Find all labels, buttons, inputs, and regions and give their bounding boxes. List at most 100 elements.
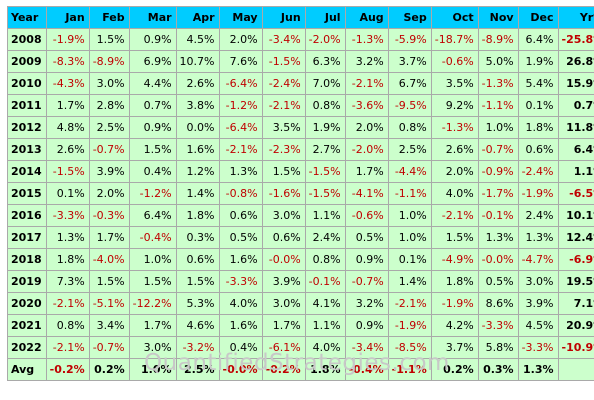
yearly-return-cell: 11.8% [557,116,594,139]
year-cell: 2019 [7,270,47,293]
return-cell: 4.1% [304,292,346,315]
return-cell: 0.6% [261,226,306,249]
table-row: 2008 -1.9% 1.5% 0.9% 4.5% 2.0% -3.4% -2.0% -1.3%… [7,28,594,51]
return-cell: -0.0% [261,248,306,271]
return-cell: 1.8% [45,248,90,271]
column-header-aug: Aug [344,6,389,29]
return-cell: 3.4% [88,314,130,337]
return-cell: -3.3% [45,204,90,227]
year-cell: 2009 [7,50,47,73]
return-cell: 7.0% [304,72,346,95]
return-cell: 1.3% [517,226,559,249]
yearly-return-cell: -6.5% [557,182,594,205]
yearly-return-cell: -6.9% [557,248,594,271]
year-cell: 2020 [7,292,47,315]
return-cell: 1.0% [387,204,432,227]
average-cell: -0.2% [261,358,306,381]
year-cell: 2018 [7,248,47,271]
return-cell: -0.0% [477,248,519,271]
return-cell: 6.9% [128,50,177,73]
table-row: 2016 -3.3% -0.3% 6.4% 1.8% 0.6% 3.0% 1.1% -0.6% 1… [7,204,594,227]
return-cell: -0.7% [477,138,519,161]
column-header-apr: Apr [175,6,220,29]
return-cell: 3.2% [344,50,389,73]
return-cell: -0.1% [304,270,346,293]
return-cell: 0.5% [218,226,263,249]
column-header-nov: Nov [477,6,519,29]
return-cell: 0.8% [304,94,346,117]
return-cell: -4.3% [45,72,90,95]
return-cell: -2.1% [430,204,479,227]
return-cell: 1.6% [175,138,220,161]
return-cell: 1.8% [430,270,479,293]
return-cell: 3.9% [517,292,559,315]
return-cell: 1.5% [175,270,220,293]
return-cell: -1.9% [45,28,90,51]
average-cell: -1.1% [387,358,432,381]
return-cell: 3.2% [344,292,389,315]
return-cell: -0.6% [430,50,479,73]
return-cell: 4.0% [430,182,479,205]
return-cell: 0.5% [344,226,389,249]
return-cell: -1.2% [128,182,177,205]
return-cell: 3.7% [430,336,479,359]
average-cell: 1.3% [517,358,559,381]
return-cell: 1.4% [387,270,432,293]
return-cell: 5.0% [477,50,519,73]
return-cell: -0.1% [477,204,519,227]
return-cell: -2.1% [45,292,90,315]
return-cell: -5.1% [88,292,130,315]
return-cell: 4.2% [430,314,479,337]
column-header-sep: Sep [387,6,432,29]
return-cell: 0.7% [128,94,177,117]
return-cell: 3.0% [517,270,559,293]
return-cell: -1.9% [387,314,432,337]
return-cell: 0.5% [477,270,519,293]
return-cell: 6.7% [387,72,432,95]
return-cell: 6.4% [517,28,559,51]
year-cell: 2010 [7,72,47,95]
return-cell: 0.1% [387,248,432,271]
return-cell: -1.5% [304,160,346,183]
average-cell: 1.8% [304,358,346,381]
return-cell: -0.7% [344,270,389,293]
year-cell: 2015 [7,182,47,205]
return-cell: 9.2% [430,94,479,117]
average-cell: 1.0% [128,358,177,381]
return-cell: -0.9% [477,160,519,183]
table-row: 2019 7.3% 1.5% 1.5% 1.5% -3.3% 3.9% -0.1% -0.7% 1… [7,270,594,293]
return-cell: 3.9% [88,160,130,183]
return-cell: 2.0% [344,116,389,139]
return-cell: 0.3% [175,226,220,249]
return-cell: -0.6% [344,204,389,227]
return-cell: -4.9% [430,248,479,271]
year-cell: 2011 [7,94,47,117]
return-cell: 1.0% [477,116,519,139]
column-header-mar: Mar [128,6,177,29]
return-cell: 0.6% [175,248,220,271]
return-cell: 2.0% [430,160,479,183]
return-cell: -4.7% [517,248,559,271]
yearly-return-cell: 1.1% [557,160,594,183]
average-cell: -0.4% [344,358,389,381]
year-cell: 2012 [7,116,47,139]
return-cell: -6.1% [261,336,306,359]
return-cell: 1.3% [477,226,519,249]
return-cell: 0.9% [128,28,177,51]
return-cell: 1.5% [261,160,306,183]
monthly-returns-table: Year Jan Feb Mar Apr May Jun Jul Aug Sep Oct Nov Dec… [7,6,594,381]
return-cell: -2.1% [45,336,90,359]
return-cell: 4.8% [45,116,90,139]
table-row: 2011 1.7% 2.8% 0.7% 3.8% -1.2% -2.1% 0.8% -3.6% -… [7,94,594,117]
return-cell: 1.0% [387,226,432,249]
yearly-return-cell: 15.9% [557,72,594,95]
return-cell: 1.8% [517,116,559,139]
return-cell: -1.9% [430,292,479,315]
return-cell: 7.3% [45,270,90,293]
return-cell: 1.5% [128,138,177,161]
return-cell: 1.4% [175,182,220,205]
return-cell: -8.3% [45,50,90,73]
return-cell: 2.7% [304,138,346,161]
return-cell: 1.9% [517,50,559,73]
yearly-return-cell: 6.4% [557,138,594,161]
